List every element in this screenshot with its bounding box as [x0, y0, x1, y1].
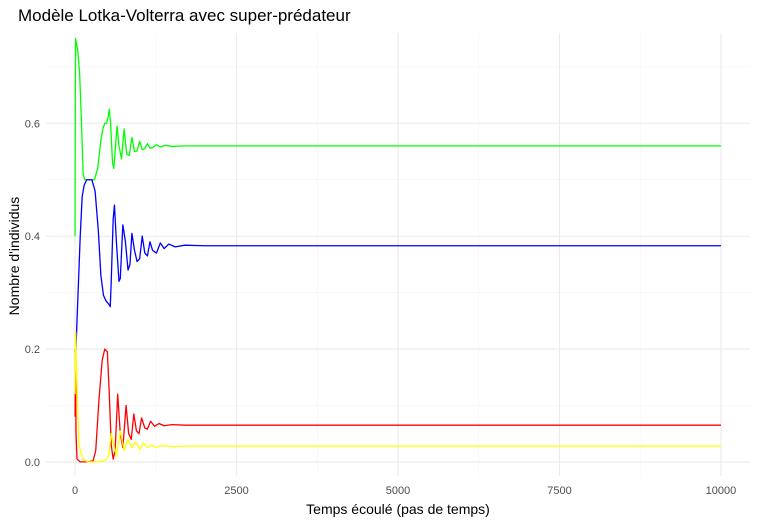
x-axis-title: Temps écoulé (pas de temps) [306, 501, 490, 517]
chart-title: Modèle Lotka-Volterra avec super-prédate… [18, 6, 351, 25]
y-axis-tick-labels: 0.0 0.2 0.4 0.6 [25, 118, 40, 469]
x-tick-label: 5000 [386, 485, 410, 497]
y-axis-title: Nombre d'individus [6, 197, 22, 316]
y-tick-label: 0.6 [25, 118, 40, 130]
x-tick-label: 2500 [224, 485, 248, 497]
x-tick-label: 10000 [706, 485, 737, 497]
y-tick-label: 0.2 [25, 344, 40, 356]
series-lines [74, 37, 721, 463]
y-tick-label: 0.4 [25, 231, 40, 243]
series-line [74, 37, 721, 237]
grid [46, 33, 750, 476]
series-line [74, 179, 721, 367]
y-tick-label: 0.0 [25, 457, 40, 469]
x-axis-tick-labels: 0 2500 5000 7500 10000 [72, 485, 736, 497]
series-line [74, 331, 721, 463]
x-tick-label: 7500 [547, 485, 571, 497]
x-tick-label: 0 [72, 485, 78, 497]
